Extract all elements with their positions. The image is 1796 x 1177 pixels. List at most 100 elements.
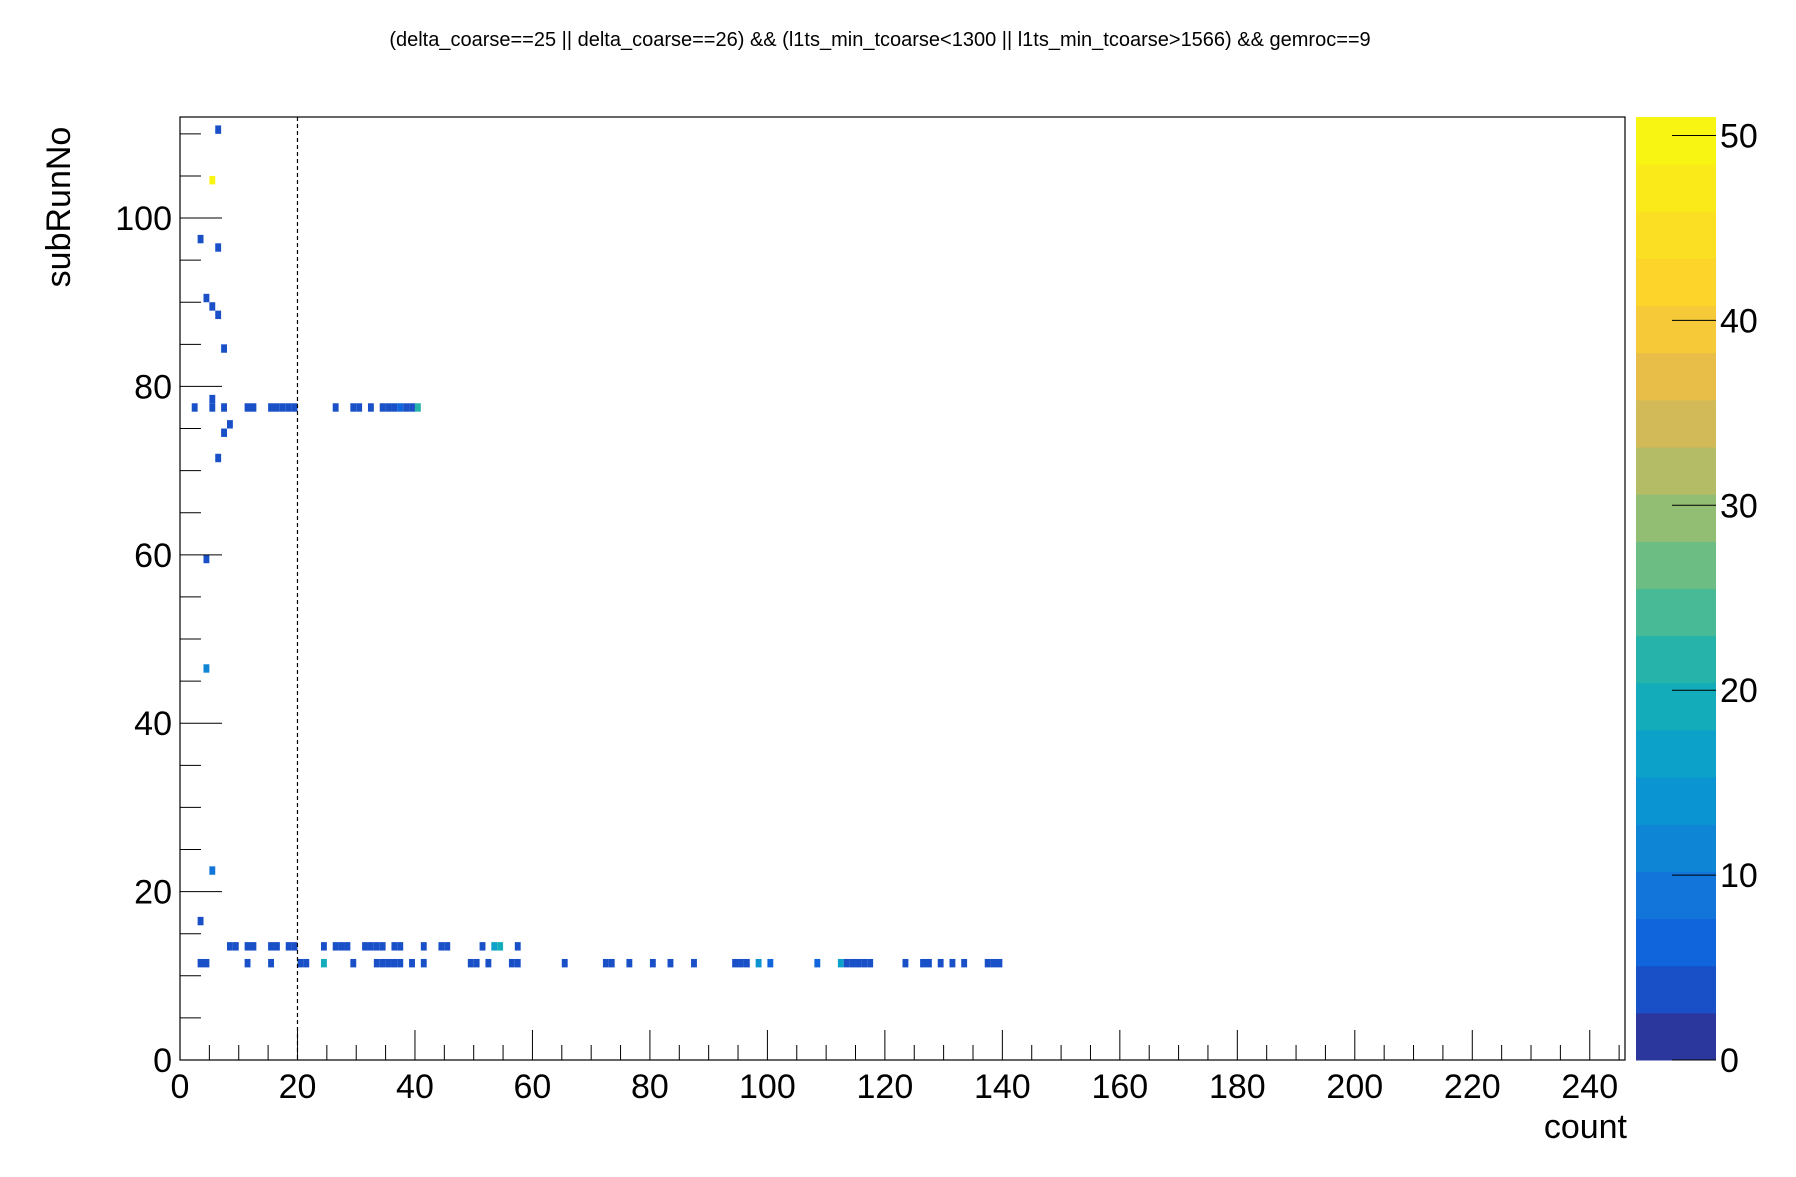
heatmap-cell (491, 942, 498, 951)
heatmap-cell (414, 403, 421, 412)
color-scale-band (1636, 447, 1716, 495)
heatmap-cell (485, 958, 492, 968)
color-scale-band (1636, 777, 1716, 825)
y-tick-label: 80 (134, 368, 172, 406)
y-tick-label: 60 (134, 537, 172, 575)
color-scale-label: 40 (1720, 302, 1758, 340)
heatmap-cell (373, 942, 380, 951)
heatmap-cell (268, 403, 274, 412)
color-scale-band (1636, 164, 1716, 212)
x-tick-label: 40 (396, 1068, 434, 1106)
heatmap-cell (350, 958, 357, 968)
x-tick-label: 160 (1091, 1068, 1148, 1106)
heatmap-cell (984, 958, 991, 968)
x-tick-label: 240 (1561, 1068, 1618, 1106)
heatmap-cell (291, 403, 298, 412)
heatmap-cell (232, 942, 239, 951)
heatmap-cell (738, 958, 744, 968)
heatmap-cell (362, 942, 368, 951)
heatmap-cell (285, 942, 292, 951)
heatmap-cell (203, 554, 210, 564)
heatmap-cell (215, 310, 222, 320)
heatmap-cell (473, 958, 480, 968)
heatmap-cell (409, 958, 415, 968)
heatmap-cell (291, 942, 298, 951)
color-scale-label: 10 (1720, 857, 1758, 895)
plot-frame (179, 116, 1626, 1061)
heatmap-cell (209, 394, 216, 404)
heatmap-cell (250, 942, 257, 951)
heatmap-cell (215, 125, 222, 134)
heatmap-cell (755, 958, 762, 968)
heatmap-cell (303, 958, 310, 968)
heatmap-cell (221, 403, 227, 412)
heatmap-cell (367, 942, 374, 951)
heatmap-cell (937, 958, 944, 968)
color-scale-label: 30 (1720, 487, 1758, 525)
y-tick-label: 0 (153, 1042, 172, 1080)
heatmap-cell (691, 958, 697, 968)
x-tick-label: 120 (857, 1068, 914, 1106)
y-axis-label: subRunNo (40, 127, 78, 288)
heatmap-cell (391, 942, 398, 951)
heatmap-cell (902, 958, 909, 968)
heatmap-cell (197, 916, 204, 926)
x-tick-label: 80 (631, 1068, 669, 1106)
heatmap-cell (279, 403, 286, 412)
heatmap-cell (385, 958, 392, 968)
color-scale-band (1636, 117, 1716, 165)
heatmap-cell (379, 942, 386, 951)
x-axis-label: count (1544, 1108, 1628, 1146)
heatmap-cell (244, 403, 251, 412)
heatmap-cell (837, 958, 844, 968)
heatmap-cell (990, 958, 997, 968)
color-scale-band (1636, 588, 1716, 637)
color-scale-band (1636, 352, 1716, 401)
heatmap-cell (409, 403, 415, 412)
heatmap-cell (667, 958, 674, 968)
heatmap-cell (467, 958, 474, 968)
heatmap-cell (244, 942, 251, 951)
heatmap-cell (849, 958, 856, 968)
heatmap-cell (508, 958, 515, 968)
color-scale-band (1636, 682, 1716, 731)
color-scale-band (1636, 541, 1716, 589)
heatmap-cell (925, 958, 932, 968)
heatmap-cell (391, 403, 398, 412)
heatmap-cell (226, 420, 233, 429)
heatmap-cell (209, 866, 216, 875)
x-tick-label: 180 (1209, 1068, 1266, 1106)
y-tick-label: 100 (115, 200, 172, 238)
x-axis: 0 20 40 60 80 100 120 140 160 180 200 220 240 (171, 1030, 1620, 1106)
heatmap-cell (250, 403, 257, 412)
color-scale-band (1636, 399, 1716, 448)
y-axis: 0 20 40 60 80 100 (115, 133, 222, 1080)
heatmap-cell (961, 958, 968, 968)
heatmap-cell (209, 302, 216, 311)
heatmap-cell (438, 942, 445, 951)
heatmap-cells (191, 125, 1003, 968)
heatmap-cell (197, 234, 204, 244)
heatmap-cell (215, 453, 222, 463)
heatmap-cell (356, 403, 363, 412)
heatmap-cell (338, 942, 345, 951)
heatmap-cell (608, 958, 615, 968)
heatmap-cell (397, 958, 404, 968)
y-tick-label: 40 (134, 705, 172, 743)
color-scale-band (1636, 258, 1716, 307)
heatmap-cell (320, 942, 327, 951)
heatmap-cell (855, 958, 862, 968)
heatmap-cell (268, 958, 274, 968)
heatmap-cell (285, 403, 292, 412)
chart-title: (delta_coarse==25 || delta_coarse==26) &… (389, 29, 1370, 51)
heatmap-cell (203, 293, 210, 303)
heatmap-cell (602, 958, 609, 968)
heatmap-cell (403, 403, 410, 412)
heatmap-cell (867, 958, 874, 968)
heatmap-cell (843, 958, 850, 968)
heatmap-cell (209, 403, 216, 412)
heatmap-cell (920, 958, 926, 968)
heatmap-cell (391, 958, 398, 968)
heatmap-cell (497, 942, 504, 951)
